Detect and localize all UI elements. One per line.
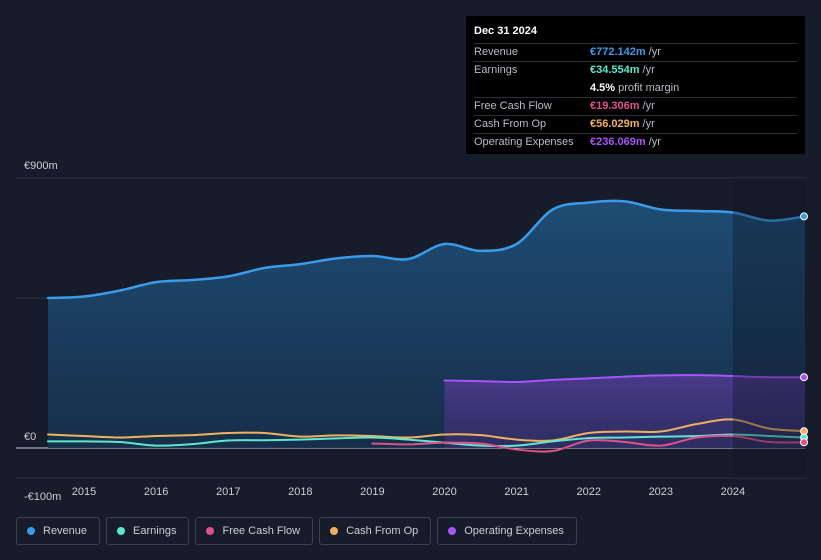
tooltip-label: Earnings (474, 64, 518, 76)
x-tick-label: 2022 (576, 486, 600, 498)
area-operating-expenses (444, 375, 805, 448)
endpoint-free-cash-flow (800, 438, 808, 447)
tooltip-value: 4.5% (590, 82, 616, 94)
legend-item-free-cash-flow[interactable]: Free Cash Flow (195, 517, 314, 545)
legend-label: Free Cash Flow (222, 525, 301, 537)
x-tick-label: 2016 (144, 486, 168, 498)
tooltip-unit: /yr (642, 100, 655, 112)
legend-item-revenue[interactable]: Revenue (16, 517, 101, 545)
tooltip-label: Revenue (474, 46, 519, 58)
legend-label: Operating Expenses (464, 525, 564, 537)
forecast-region (732, 178, 805, 478)
legend-dot-icon (117, 527, 126, 535)
tooltip-value: €19.306m (590, 100, 640, 112)
tooltip-row-free-cash-flow: Free Cash Flow €19.306m /yr (474, 97, 797, 115)
legend-dot-icon (330, 527, 339, 535)
y-tick-label: -€100m (24, 491, 61, 503)
tooltip-label: Free Cash Flow (474, 100, 552, 112)
x-tick-label: 2019 (360, 486, 384, 498)
series-line-operating-expenses (443, 374, 806, 384)
x-tick-label: 2017 (216, 486, 240, 498)
legend-label: Earnings (133, 525, 177, 537)
tooltip-unit: profit margin (618, 82, 680, 94)
legend-dot-icon (448, 527, 457, 535)
y-tick-label: €900m (24, 160, 58, 172)
legend-dot-icon (27, 527, 35, 535)
tooltip-value: €772.142m (590, 46, 646, 58)
tooltip-row-earnings: Earnings €34.554m /yr (474, 61, 797, 79)
legend-label: Cash From Op (346, 525, 419, 537)
x-tick-label: 2018 (288, 486, 312, 498)
y-tick-label: €0 (24, 431, 36, 443)
tooltip-unit: /yr (648, 136, 661, 148)
endpoint-revenue (800, 212, 808, 221)
tooltip-unit: /yr (648, 46, 661, 58)
tooltip-value: €236.069m (590, 136, 646, 148)
tooltip-value: €34.554m (590, 64, 640, 76)
endpoint-operating-expenses (800, 373, 808, 382)
tooltip: Dec 31 2024 Revenue €772.142m /yr Earnin… (466, 16, 805, 154)
legend-item-earnings[interactable]: Earnings (106, 517, 190, 545)
x-tick-label: 2024 (721, 486, 745, 498)
x-tick-label: 2020 (432, 486, 456, 498)
legend-item-operating-expenses[interactable]: Operating Expenses (437, 517, 577, 545)
tooltip-unit: /yr (642, 118, 655, 130)
series-line-earnings (47, 433, 806, 448)
x-tick-label: 2015 (72, 486, 96, 498)
x-tick-label: 2023 (649, 486, 673, 498)
tooltip-row-profit-margin: 4.5% profit margin (474, 79, 797, 97)
legend-item-cash-from-op[interactable]: Cash From Op (319, 517, 432, 545)
tooltip-value: €56.029m (590, 118, 640, 130)
tooltip-row-revenue: Revenue €772.142m /yr (474, 43, 797, 61)
tooltip-label (474, 80, 590, 97)
series-line-free-cash-flow (371, 434, 806, 453)
series-line-revenue (46, 199, 807, 300)
tooltip-date: Dec 31 2024 (474, 25, 537, 37)
tooltip-label: Operating Expenses (474, 136, 574, 148)
x-tick-label: 2021 (504, 486, 528, 498)
legend: Revenue Earnings Free Cash Flow Cash Fro… (16, 517, 583, 547)
tooltip-row-cash-from-op: Cash From Op €56.029m /yr (474, 115, 797, 133)
tooltip-label: Cash From Op (474, 118, 547, 130)
legend-dot-icon (206, 527, 215, 535)
tooltip-row-operating-expenses: Operating Expenses €236.069m /yr (474, 133, 797, 151)
series-line-cash-from-op (47, 418, 806, 442)
tooltip-unit: /yr (642, 64, 655, 76)
legend-label: Revenue (43, 525, 88, 537)
